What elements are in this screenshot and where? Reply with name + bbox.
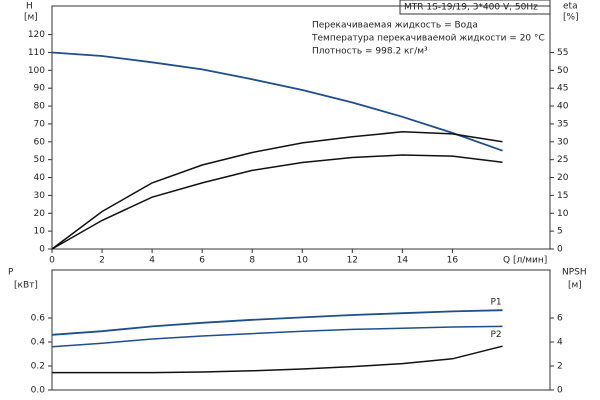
- chart-title: MTR 1S-19/19, 3*400 V, 50Hz: [404, 3, 538, 13]
- y-tick-label: 50: [34, 155, 46, 165]
- y-tick-label: 40: [34, 173, 46, 183]
- x-tick-label: 12: [347, 256, 358, 266]
- y-tick-label: 0.2: [31, 362, 45, 372]
- y2-label: NPSH: [562, 268, 587, 278]
- series-line: [51, 325, 503, 348]
- y-unit: [м]: [24, 13, 38, 23]
- y-tick-label: 0: [39, 245, 45, 255]
- y2-tick-label: 30: [557, 137, 569, 147]
- y2-tick-label: 45: [557, 84, 568, 94]
- y-tick-label: 90: [34, 84, 46, 94]
- x-tick-label: 8: [249, 256, 255, 266]
- x-tick-label: 10: [297, 256, 309, 266]
- y2-tick-label: 10: [557, 209, 569, 219]
- y-tick-label: 80: [34, 102, 46, 112]
- y2-tick-label: 20: [557, 173, 569, 183]
- y2-unit: [%]: [563, 13, 579, 23]
- y-tick-label: 0.6: [31, 314, 46, 324]
- y2-tick-label: 35: [557, 119, 568, 129]
- y2-tick-label: 6: [557, 314, 563, 324]
- x-tick-label: 2: [99, 256, 105, 266]
- plot-frame: [51, 5, 551, 250]
- y2-tick-label: 15: [557, 191, 568, 201]
- y2-label: eta: [563, 2, 578, 12]
- y2-tick-label: 0: [557, 245, 563, 255]
- y-tick-label: 60: [34, 137, 46, 147]
- y-tick-label: 0.4: [31, 338, 46, 348]
- y-tick-label: 20: [34, 209, 46, 219]
- annotation: Температура перекачиваемой жидкости = 20…: [311, 34, 545, 44]
- y-tick-label: 30: [34, 191, 46, 201]
- y-tick-label: 0.0: [31, 386, 46, 396]
- y-label: P: [8, 268, 14, 278]
- series-line: [52, 345, 503, 374]
- x-tick-label: 16: [447, 256, 459, 266]
- y2-tick-label: 2: [557, 362, 563, 372]
- y2-tick-label: 55: [557, 48, 568, 58]
- x-tick-label: 4: [149, 256, 155, 266]
- annotation: Перекачиваемая жидкость = Вода: [312, 21, 478, 31]
- y-unit: [кВт]: [14, 281, 38, 291]
- series-label: P2: [490, 330, 501, 340]
- series-line: [51, 309, 503, 336]
- y2-unit: [м]: [568, 281, 582, 291]
- y-tick-label: 110: [28, 48, 45, 58]
- y-tick-label: 10: [34, 227, 46, 237]
- series-label: P1: [490, 298, 501, 308]
- y2-tick-label: 0: [557, 386, 563, 396]
- x-tick-label: 14: [397, 256, 409, 266]
- y-tick-label: 100: [28, 66, 45, 76]
- y-tick-label: 120: [28, 30, 45, 40]
- y-label: H: [26, 2, 33, 12]
- y-tick-label: 70: [34, 119, 46, 129]
- x-tick-label: 0: [49, 256, 55, 266]
- annotation: Плотность = 998.2 кг/м³: [312, 47, 428, 57]
- y2-tick-label: 4: [557, 338, 563, 348]
- x-label: Q [л/мин]: [503, 256, 547, 266]
- series-line: [51, 51, 503, 152]
- plot-frame: [51, 269, 551, 391]
- y2-tick-label: 25: [557, 155, 568, 165]
- x-tick-label: 6: [199, 256, 205, 266]
- y2-tick-label: 50: [557, 66, 569, 76]
- series-line: [51, 131, 503, 250]
- y2-tick-label: 40: [557, 102, 569, 112]
- series-line: [51, 154, 503, 250]
- y2-tick-label: 5: [557, 227, 563, 237]
